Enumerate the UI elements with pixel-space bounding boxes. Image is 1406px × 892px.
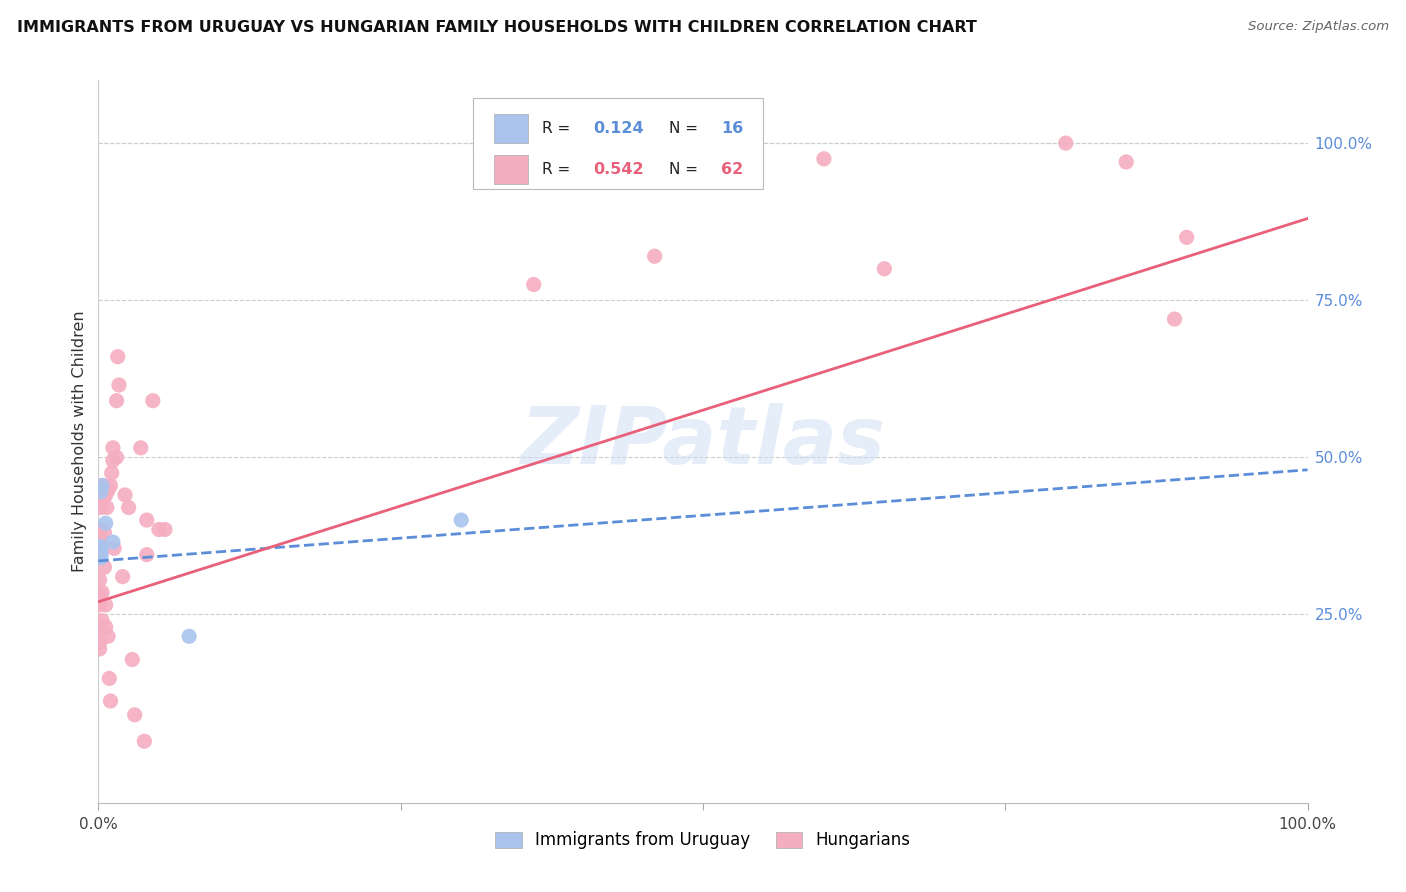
Text: 16: 16 [721, 121, 744, 136]
FancyBboxPatch shape [474, 98, 763, 189]
Point [93, 560, 115, 574]
Point [94, 516, 117, 531]
Point [90, 529, 112, 543]
Text: 0.542: 0.542 [593, 161, 644, 177]
Point [96, 484, 118, 499]
Point [129, 441, 152, 455]
Text: Source: ZipAtlas.com: Source: ZipAtlas.com [1249, 20, 1389, 33]
Point [90, 500, 112, 515]
Point [89, 589, 111, 603]
Point [450, 513, 472, 527]
Point [111, 569, 134, 583]
Point [90, 550, 112, 565]
FancyBboxPatch shape [494, 154, 527, 184]
Y-axis label: Family Households with Children: Family Households with Children [72, 310, 87, 573]
Point [90, 541, 112, 556]
Point [94, 620, 117, 634]
Point [134, 734, 156, 748]
Point [101, 535, 124, 549]
Point [813, 152, 835, 166]
Point [107, 350, 129, 364]
Point [179, 629, 201, 643]
Text: N =: N = [669, 121, 703, 136]
Point [1163, 312, 1185, 326]
Point [91, 614, 114, 628]
Point [101, 441, 124, 455]
Point [135, 513, 157, 527]
Point [148, 523, 170, 537]
Text: N =: N = [669, 161, 703, 177]
Point [91, 478, 114, 492]
Point [1054, 136, 1077, 150]
Point [523, 277, 546, 292]
Point [91, 491, 114, 505]
Point [91, 488, 114, 502]
Point [124, 707, 146, 722]
Point [101, 453, 124, 467]
Point [100, 466, 122, 480]
Point [91, 488, 114, 502]
Point [91, 478, 114, 492]
Point [91, 491, 114, 505]
Point [105, 450, 128, 465]
Point [90, 544, 112, 558]
Text: R =: R = [543, 161, 575, 177]
Point [89, 546, 111, 560]
Text: 62: 62 [721, 161, 744, 177]
Point [100, 694, 122, 708]
Point [89, 540, 111, 554]
Point [94, 598, 117, 612]
Point [89, 548, 111, 562]
Text: IMMIGRANTS FROM URUGUAY VS HUNGARIAN FAMILY HOUSEHOLDS WITH CHILDREN CORRELATION: IMMIGRANTS FROM URUGUAY VS HUNGARIAN FAM… [17, 20, 977, 35]
Point [90, 548, 112, 562]
Point [873, 261, 896, 276]
Point [692, 174, 714, 188]
Point [89, 546, 111, 560]
Point [89, 548, 111, 562]
Text: R =: R = [543, 121, 575, 136]
Text: 0.124: 0.124 [593, 121, 644, 136]
Point [105, 393, 128, 408]
Point [644, 249, 666, 263]
Point [1175, 230, 1198, 244]
Point [118, 500, 141, 515]
Point [90, 484, 112, 499]
Point [89, 543, 111, 558]
Point [91, 585, 114, 599]
FancyBboxPatch shape [494, 114, 527, 143]
Point [89, 598, 111, 612]
Point [93, 488, 115, 502]
Point [121, 652, 143, 666]
Point [90, 538, 112, 552]
Point [89, 573, 111, 587]
Point [97, 483, 120, 497]
Point [89, 544, 111, 558]
Legend: Immigrants from Uruguay, Hungarians: Immigrants from Uruguay, Hungarians [489, 824, 917, 856]
Point [89, 623, 111, 637]
Point [97, 629, 120, 643]
Point [114, 488, 136, 502]
Point [135, 548, 157, 562]
Point [89, 541, 111, 556]
Text: ZIPatlas: ZIPatlas [520, 402, 886, 481]
Point [153, 523, 176, 537]
Point [1115, 155, 1137, 169]
Point [98, 672, 121, 686]
Point [90, 523, 112, 537]
Point [89, 641, 111, 656]
Point [100, 478, 122, 492]
Point [94, 488, 117, 502]
Point [108, 378, 131, 392]
Point [96, 500, 118, 515]
Point [90, 548, 112, 562]
Point [93, 525, 115, 540]
Point [103, 541, 125, 556]
Point [142, 393, 165, 408]
Point [89, 635, 111, 649]
